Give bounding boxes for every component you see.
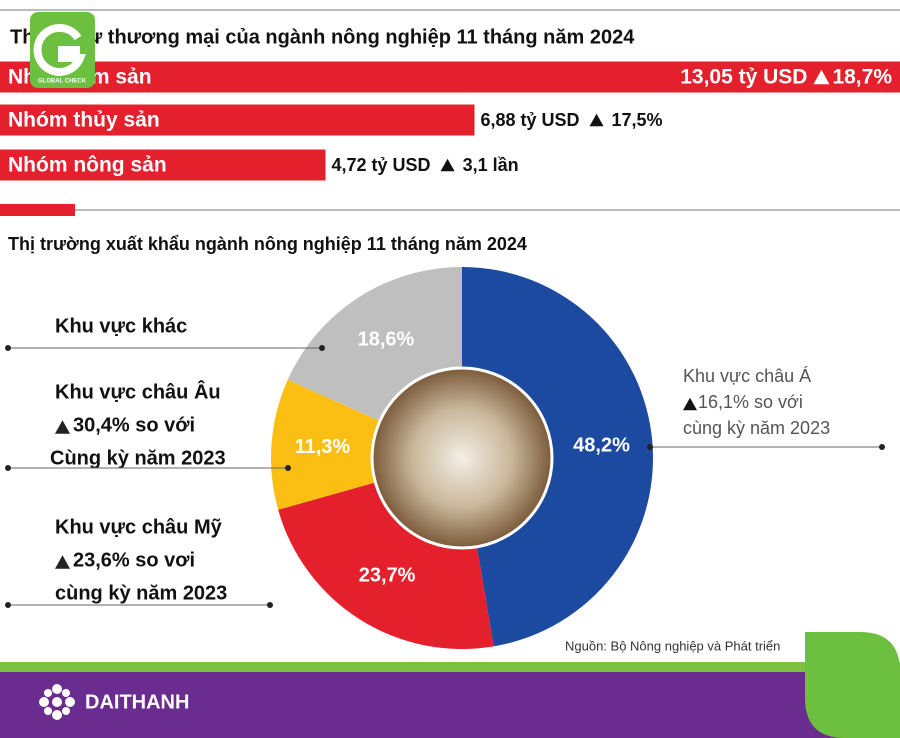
bar <box>0 104 475 136</box>
pie-slice <box>271 379 462 510</box>
bar-category: Nhóm thủy sản <box>8 109 160 132</box>
pie-chart-title: Thị trường xuất khẩu ngành nông nghiệp 1… <box>8 234 527 254</box>
up-arrow <box>589 113 604 127</box>
slice-label: 11,3% <box>295 436 351 458</box>
value-label: 13,05 tỷ USD <box>680 66 807 89</box>
value-label: 6,88 tỷ USD <box>480 110 579 130</box>
source-note: Nguồn: Bộ Nông nghiệp và Phát triển <box>565 638 780 653</box>
growth-label: 3,1 lần <box>463 155 519 175</box>
region-label: Khu vực châu Á <box>683 366 811 386</box>
up-arrow <box>55 420 70 434</box>
bar <box>0 61 900 93</box>
bar <box>0 149 326 181</box>
footer-logo <box>39 684 75 720</box>
decor-bar <box>0 204 75 216</box>
bar-chart-title: Thặng dư thương mại của ngành nông nghiệ… <box>10 26 635 48</box>
footer-stripe <box>0 662 900 672</box>
region-label: Khu vực khác <box>55 315 187 337</box>
callout-dot <box>267 602 273 608</box>
pie-slice <box>462 267 654 647</box>
watermark-logo: GLOBAL CHECK <box>30 12 95 88</box>
up-arrow <box>813 69 830 85</box>
up-arrow <box>683 397 697 411</box>
callout-dot <box>5 602 11 608</box>
callout-dot <box>5 345 11 351</box>
region-note: cùng kỳ năm 2023 <box>683 418 830 438</box>
center-photo <box>370 366 554 550</box>
slice-label: 48,2% <box>573 435 630 457</box>
footer-brand: DAITHANH <box>85 691 189 713</box>
region-note: 16,1% so với <box>698 392 803 412</box>
footer <box>0 672 900 738</box>
callout-dot <box>5 465 11 471</box>
region-note: 30,4% so với <box>73 414 195 436</box>
growth-label: 18,7% <box>832 66 892 89</box>
up-arrow <box>55 555 70 569</box>
up-arrow <box>440 158 455 172</box>
watermark-text: GLOBAL CHECK <box>38 79 87 85</box>
callout-dot <box>319 345 325 351</box>
slice-label: 23,7% <box>359 565 416 587</box>
callout-dot <box>285 465 291 471</box>
bar-category: Nhóm nông sản <box>8 154 167 177</box>
corner-shape <box>805 632 900 738</box>
callout-dot <box>879 444 885 450</box>
region-note: 23,6% so vơi <box>73 549 195 571</box>
region-note: Cùng kỳ năm 2023 <box>50 447 226 469</box>
region-label: Khu vực châu Âu <box>55 379 221 403</box>
region-note: cùng kỳ năm 2023 <box>55 582 227 604</box>
value-label: 4,72 tỷ USD <box>332 155 431 175</box>
growth-label: 17,5% <box>612 110 663 130</box>
callout-dot <box>647 444 653 450</box>
region-label: Khu vực châu Mỹ <box>55 516 223 538</box>
pie-chart: 48,2% 23,7% 11,3% 18,6% Khu vực châu Á 16,1% … <box>5 267 885 649</box>
slice-label: 18,6% <box>358 329 415 351</box>
